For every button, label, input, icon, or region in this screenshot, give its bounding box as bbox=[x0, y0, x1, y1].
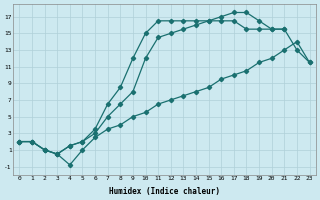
X-axis label: Humidex (Indice chaleur): Humidex (Indice chaleur) bbox=[109, 187, 220, 196]
